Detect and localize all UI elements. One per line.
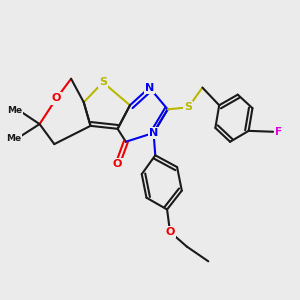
Text: N: N — [145, 82, 154, 93]
Text: F: F — [275, 127, 282, 137]
Text: S: S — [99, 77, 107, 87]
Text: S: S — [184, 102, 192, 112]
Text: O: O — [113, 159, 122, 169]
Text: Me: Me — [6, 134, 21, 143]
Text: O: O — [52, 94, 61, 103]
Text: Me: Me — [7, 106, 22, 115]
Text: N: N — [149, 128, 158, 138]
Text: O: O — [165, 227, 175, 237]
